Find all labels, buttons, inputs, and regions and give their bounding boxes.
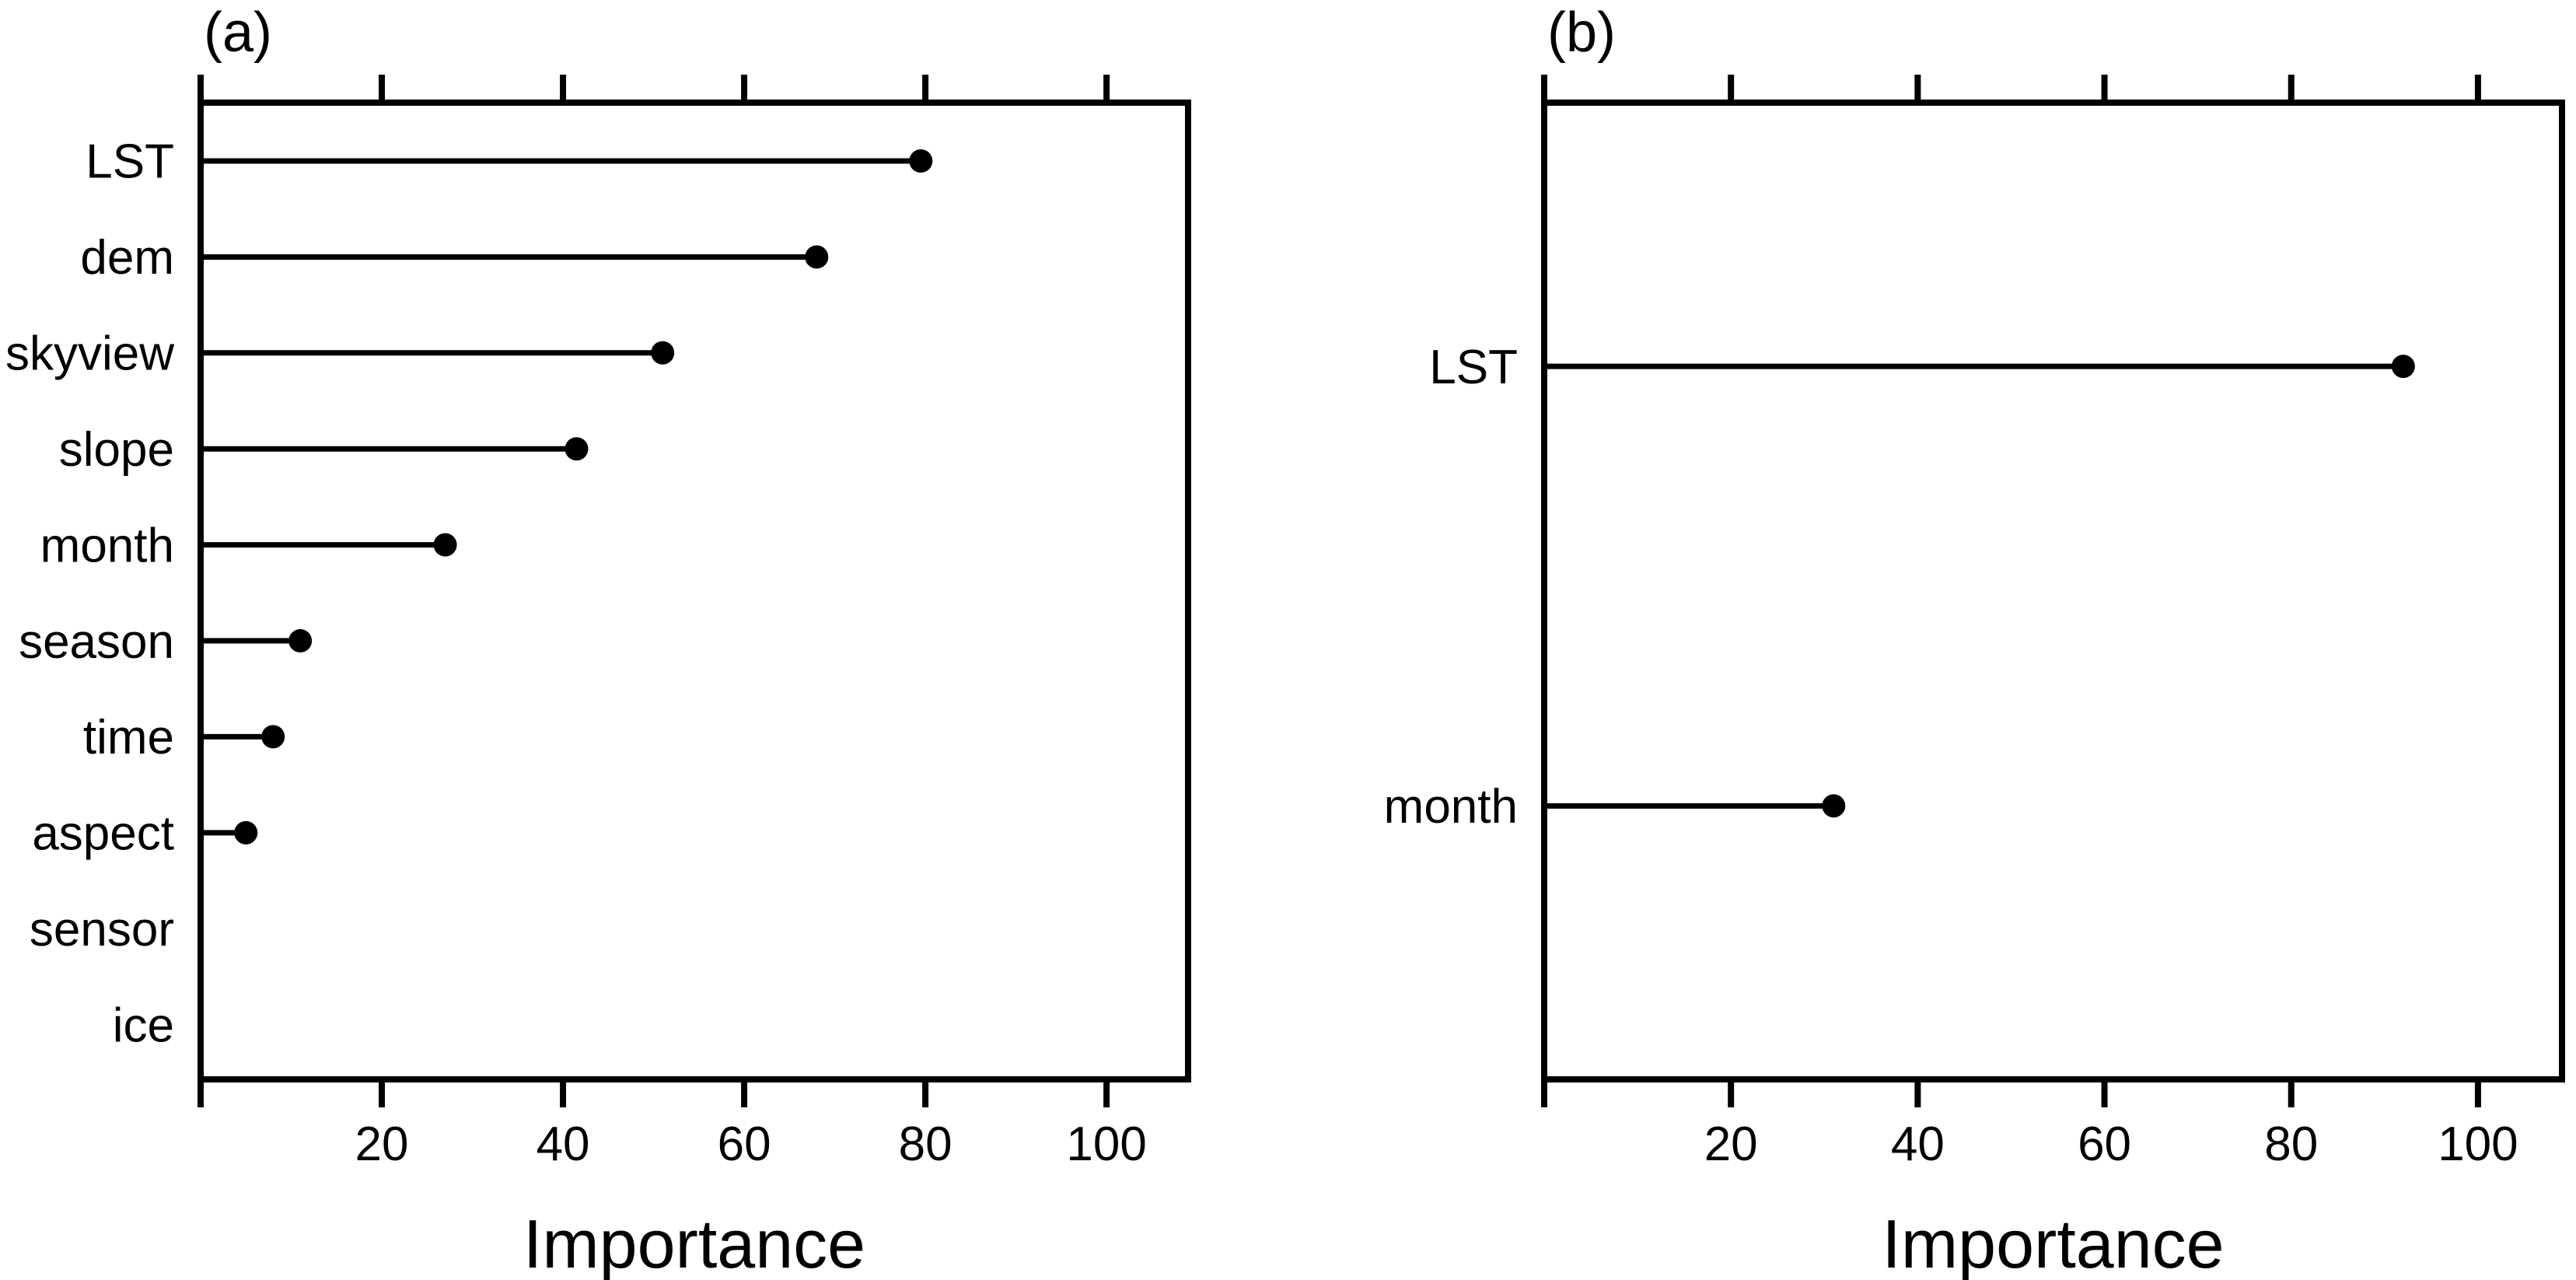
panel-b-dot-month	[1822, 794, 1846, 818]
panel-a-x-tick-label-80: 80	[899, 1117, 952, 1171]
panel-b-x-tick-label-40: 40	[1891, 1117, 1945, 1171]
panel-a-dot-aspect	[234, 820, 258, 845]
panel-a-dot-LST	[909, 149, 933, 173]
panel-b-label: (b)	[1547, 2, 1616, 64]
panel-a-dot-season	[288, 629, 313, 653]
panel-a-dot-skyview	[651, 341, 675, 365]
panel-a-category-label-dem: dem	[80, 231, 174, 285]
panel-a-x-tick-label-40: 40	[537, 1117, 590, 1171]
panel-a-x-tick-label-60: 60	[718, 1117, 771, 1171]
panel-a-dot-slope	[564, 437, 589, 461]
panel-a-category-label-season: season	[19, 615, 174, 669]
panel-b: LST month 20 40 60 80 100 Importance (b)	[1384, 2, 2565, 1280]
panel-b-x-tick-label-100: 100	[2438, 1117, 2518, 1171]
panel-b-x-tick-label-80: 80	[2264, 1117, 2318, 1171]
panel-a-category-label-sensor: sensor	[30, 903, 174, 957]
panel-a: LST dem skyview slope month season time aspect s…	[5, 2, 1191, 1280]
panel-a-dot-month	[433, 533, 457, 557]
panel-b-x-axis-title: Importance	[1882, 1205, 2224, 1280]
panel-a-category-label-skyview: skyview	[5, 327, 174, 380]
panel-a-x-axis-title: Importance	[523, 1205, 865, 1280]
panel-a-category-label-aspect: aspect	[32, 807, 174, 861]
panel-b-dot-LST	[2391, 355, 2415, 379]
panel-a-box	[197, 100, 1191, 1082]
panel-b-box	[1541, 100, 2565, 1082]
panel-a-category-label-month: month	[40, 519, 174, 572]
panel-a-dot-dem	[805, 245, 829, 269]
panel-a-category-label-slope: slope	[59, 423, 174, 477]
panel-a-label: (a)	[204, 2, 272, 64]
panel-a-x-tick-label-100: 100	[1066, 1117, 1146, 1171]
panel-a-category-label-ice: ice	[113, 998, 174, 1052]
panel-b-category-label-LST: LST	[1429, 341, 1518, 394]
panel-a-x-tick-label-20: 20	[355, 1117, 409, 1171]
panel-b-x-tick-label-20: 20	[1704, 1117, 1758, 1171]
panel-a-category-label-LST: LST	[86, 135, 174, 189]
panel-a-category-label-time: time	[83, 711, 174, 764]
panel-b-x-tick-label-60: 60	[2078, 1117, 2131, 1171]
panel-a-dot-time	[261, 725, 285, 749]
panel-b-category-label-month: month	[1384, 780, 1518, 834]
